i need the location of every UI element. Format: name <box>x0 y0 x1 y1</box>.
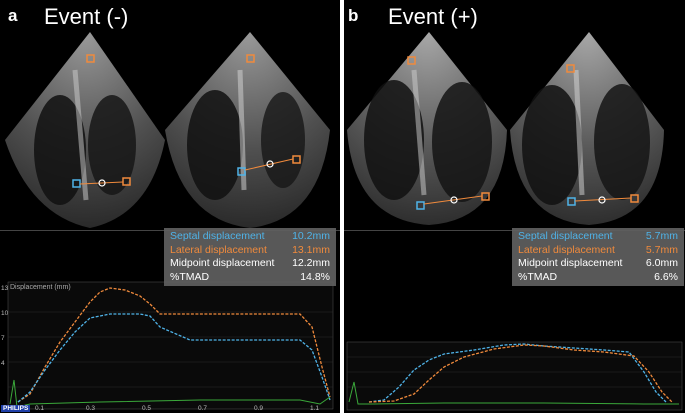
midpoint-row: Midpoint displacement 12.2mm <box>170 257 330 269</box>
panel-event-positive: b Event (+) <box>344 0 685 413</box>
philips-logo: PHILIPS <box>1 405 31 412</box>
measurement-box: Septal displacement 5.7mm Lateral displac… <box>512 228 684 286</box>
y-tick: 10 <box>1 310 9 317</box>
y-tick: 13 <box>1 285 9 292</box>
x-tick: 0.7 <box>198 405 207 412</box>
echo-images <box>347 32 664 225</box>
x-tick: 0.9 <box>254 405 263 412</box>
x-tick: 0.5 <box>142 405 151 412</box>
lateral-row: Lateral displacement 5.7mm <box>518 243 678 256</box>
x-tick: 0.1 <box>35 405 44 412</box>
y-tick: 4 <box>1 360 5 367</box>
panel-title: Event (-) <box>44 4 129 29</box>
panel-letter: a <box>8 6 18 25</box>
y-tick: 7 <box>1 335 5 342</box>
tmad-row: %TMAD 6.6% <box>518 270 678 283</box>
plot-title: Displacement (mm) <box>10 284 71 291</box>
displacement-plot <box>346 341 683 411</box>
lateral-row: Lateral displacement 13.1mm <box>170 243 330 256</box>
panel-title: Event (+) <box>388 4 478 29</box>
midpoint-row: Midpoint displacement 6.0mm <box>518 257 678 269</box>
panel-event-negative: a Event (-) <box>0 0 340 413</box>
x-tick: 1.1 <box>310 405 319 412</box>
measurement-box: Septal displacement 10.2mm Lateral displa… <box>164 228 336 286</box>
septal-row: Septal displacement 10.2mm <box>170 230 330 242</box>
tmad-row: %TMAD 14.8% <box>170 270 330 283</box>
panel-letter: b <box>348 6 359 25</box>
x-tick: 0.3 <box>86 405 95 412</box>
displacement-plot: 13 10 7 4 0.1 0.3 0.5 0.7 0.9 1.1 <box>1 281 334 412</box>
septal-row: Septal displacement 5.7mm <box>518 230 678 242</box>
echo-images <box>5 32 330 228</box>
